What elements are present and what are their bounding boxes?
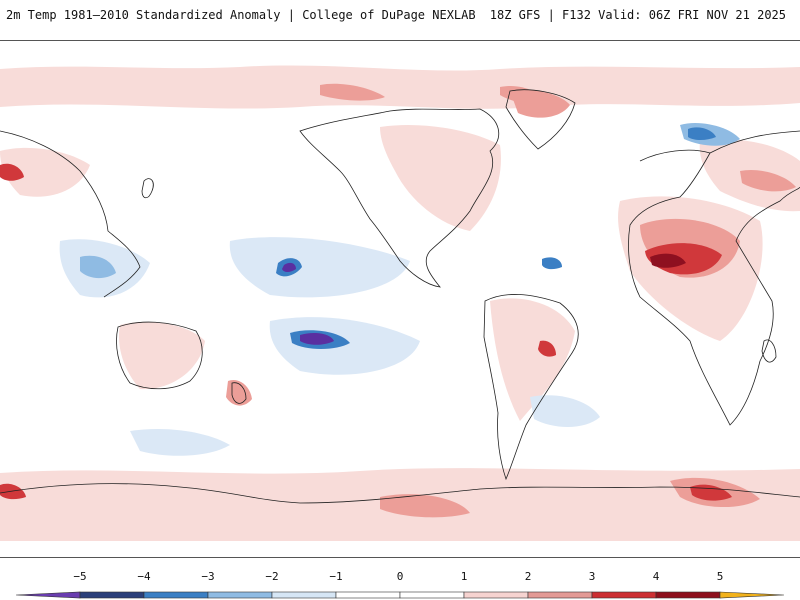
colorbar-tick-label: 2	[524, 570, 532, 583]
colorbar-tick-label: −4	[137, 570, 151, 583]
map-title: 2m Temp 1981–2010 Standardized Anomaly |…	[6, 8, 476, 22]
antarctica-coast	[0, 483, 800, 504]
colorbar-tick-label: 1	[460, 570, 468, 583]
arctic-warm-anomaly	[0, 65, 800, 109]
north-america-coast	[299, 108, 500, 288]
japan-coast	[141, 178, 154, 199]
new-zealand-coast	[231, 382, 247, 404]
antarctic-warm-mid	[380, 494, 470, 518]
arctic-warm-mid	[320, 83, 385, 101]
southeast-asia-cool-mid	[80, 255, 116, 279]
australia-warm	[118, 321, 205, 390]
europe-africa-coast	[628, 149, 800, 426]
colorbar-tick-label: −1	[329, 570, 343, 583]
colorbar-segment	[527, 591, 593, 599]
southern-ocean-cool	[130, 428, 230, 456]
north-pacific-cool	[229, 237, 410, 298]
australia-coast	[116, 321, 203, 390]
north-america-warm	[380, 125, 501, 231]
colorbar-segment	[655, 591, 721, 599]
colorbar-tick-label: 5	[716, 570, 724, 583]
hawaii-cool-extreme	[282, 262, 296, 272]
europe-cool-strong	[688, 127, 716, 140]
colorbar-segment	[399, 591, 465, 599]
colorbar-segment	[207, 591, 273, 599]
colorbar-tick-label: 0	[396, 570, 404, 583]
caribbean-cool-strong	[542, 257, 562, 270]
south-atlantic-cool	[530, 395, 600, 427]
madagascar-coast	[761, 339, 777, 363]
colorbar-svg	[15, 591, 785, 599]
colorbar-tick-label: −3	[201, 570, 215, 583]
colorbar-tick-label: 3	[588, 570, 596, 583]
colorbar-segment	[335, 591, 401, 599]
colorbar-segment	[463, 591, 529, 599]
south-america-warm	[490, 298, 575, 421]
sahara-warm-extreme	[650, 253, 686, 268]
greenland-coast	[505, 89, 576, 150]
antarctic-warm-extreme	[690, 484, 732, 501]
south-america-coast	[483, 294, 579, 481]
colorbar-tick-label: 4	[652, 570, 660, 583]
asia-coast	[0, 130, 800, 298]
header: 2m Temp 1981–2010 Standardized Anomaly |…	[0, 0, 800, 30]
colorbar-arrow-high	[719, 591, 785, 599]
coastlines	[0, 89, 800, 504]
world-map	[0, 40, 800, 558]
anomaly-map-svg	[0, 65, 800, 541]
colorbar-tick-label: −5	[73, 570, 87, 583]
colorbar-segment	[591, 591, 657, 599]
antarctic-warm-left	[0, 483, 26, 500]
greenland-warm	[510, 89, 570, 118]
brazil-warm-strong	[538, 340, 556, 357]
colorbar-arrow-low	[15, 591, 81, 599]
south-pacific-cool-extreme	[300, 333, 334, 345]
model-run-info: 18Z GFS | F132 Valid: 06Z FRI NOV 21 202…	[489, 8, 786, 22]
colorbar: −5 −4 −3 −2 −1 0 1 2 3 4 5	[0, 570, 800, 600]
colorbar-segment	[79, 591, 145, 599]
south-pacific-cool	[269, 317, 420, 375]
colorbar-segment	[143, 591, 209, 599]
asia-warm-mid	[740, 169, 796, 192]
west-edge-warm-strong	[0, 163, 24, 181]
colorbar-segment	[271, 591, 337, 599]
colorbar-tick-label: −2	[265, 570, 279, 583]
